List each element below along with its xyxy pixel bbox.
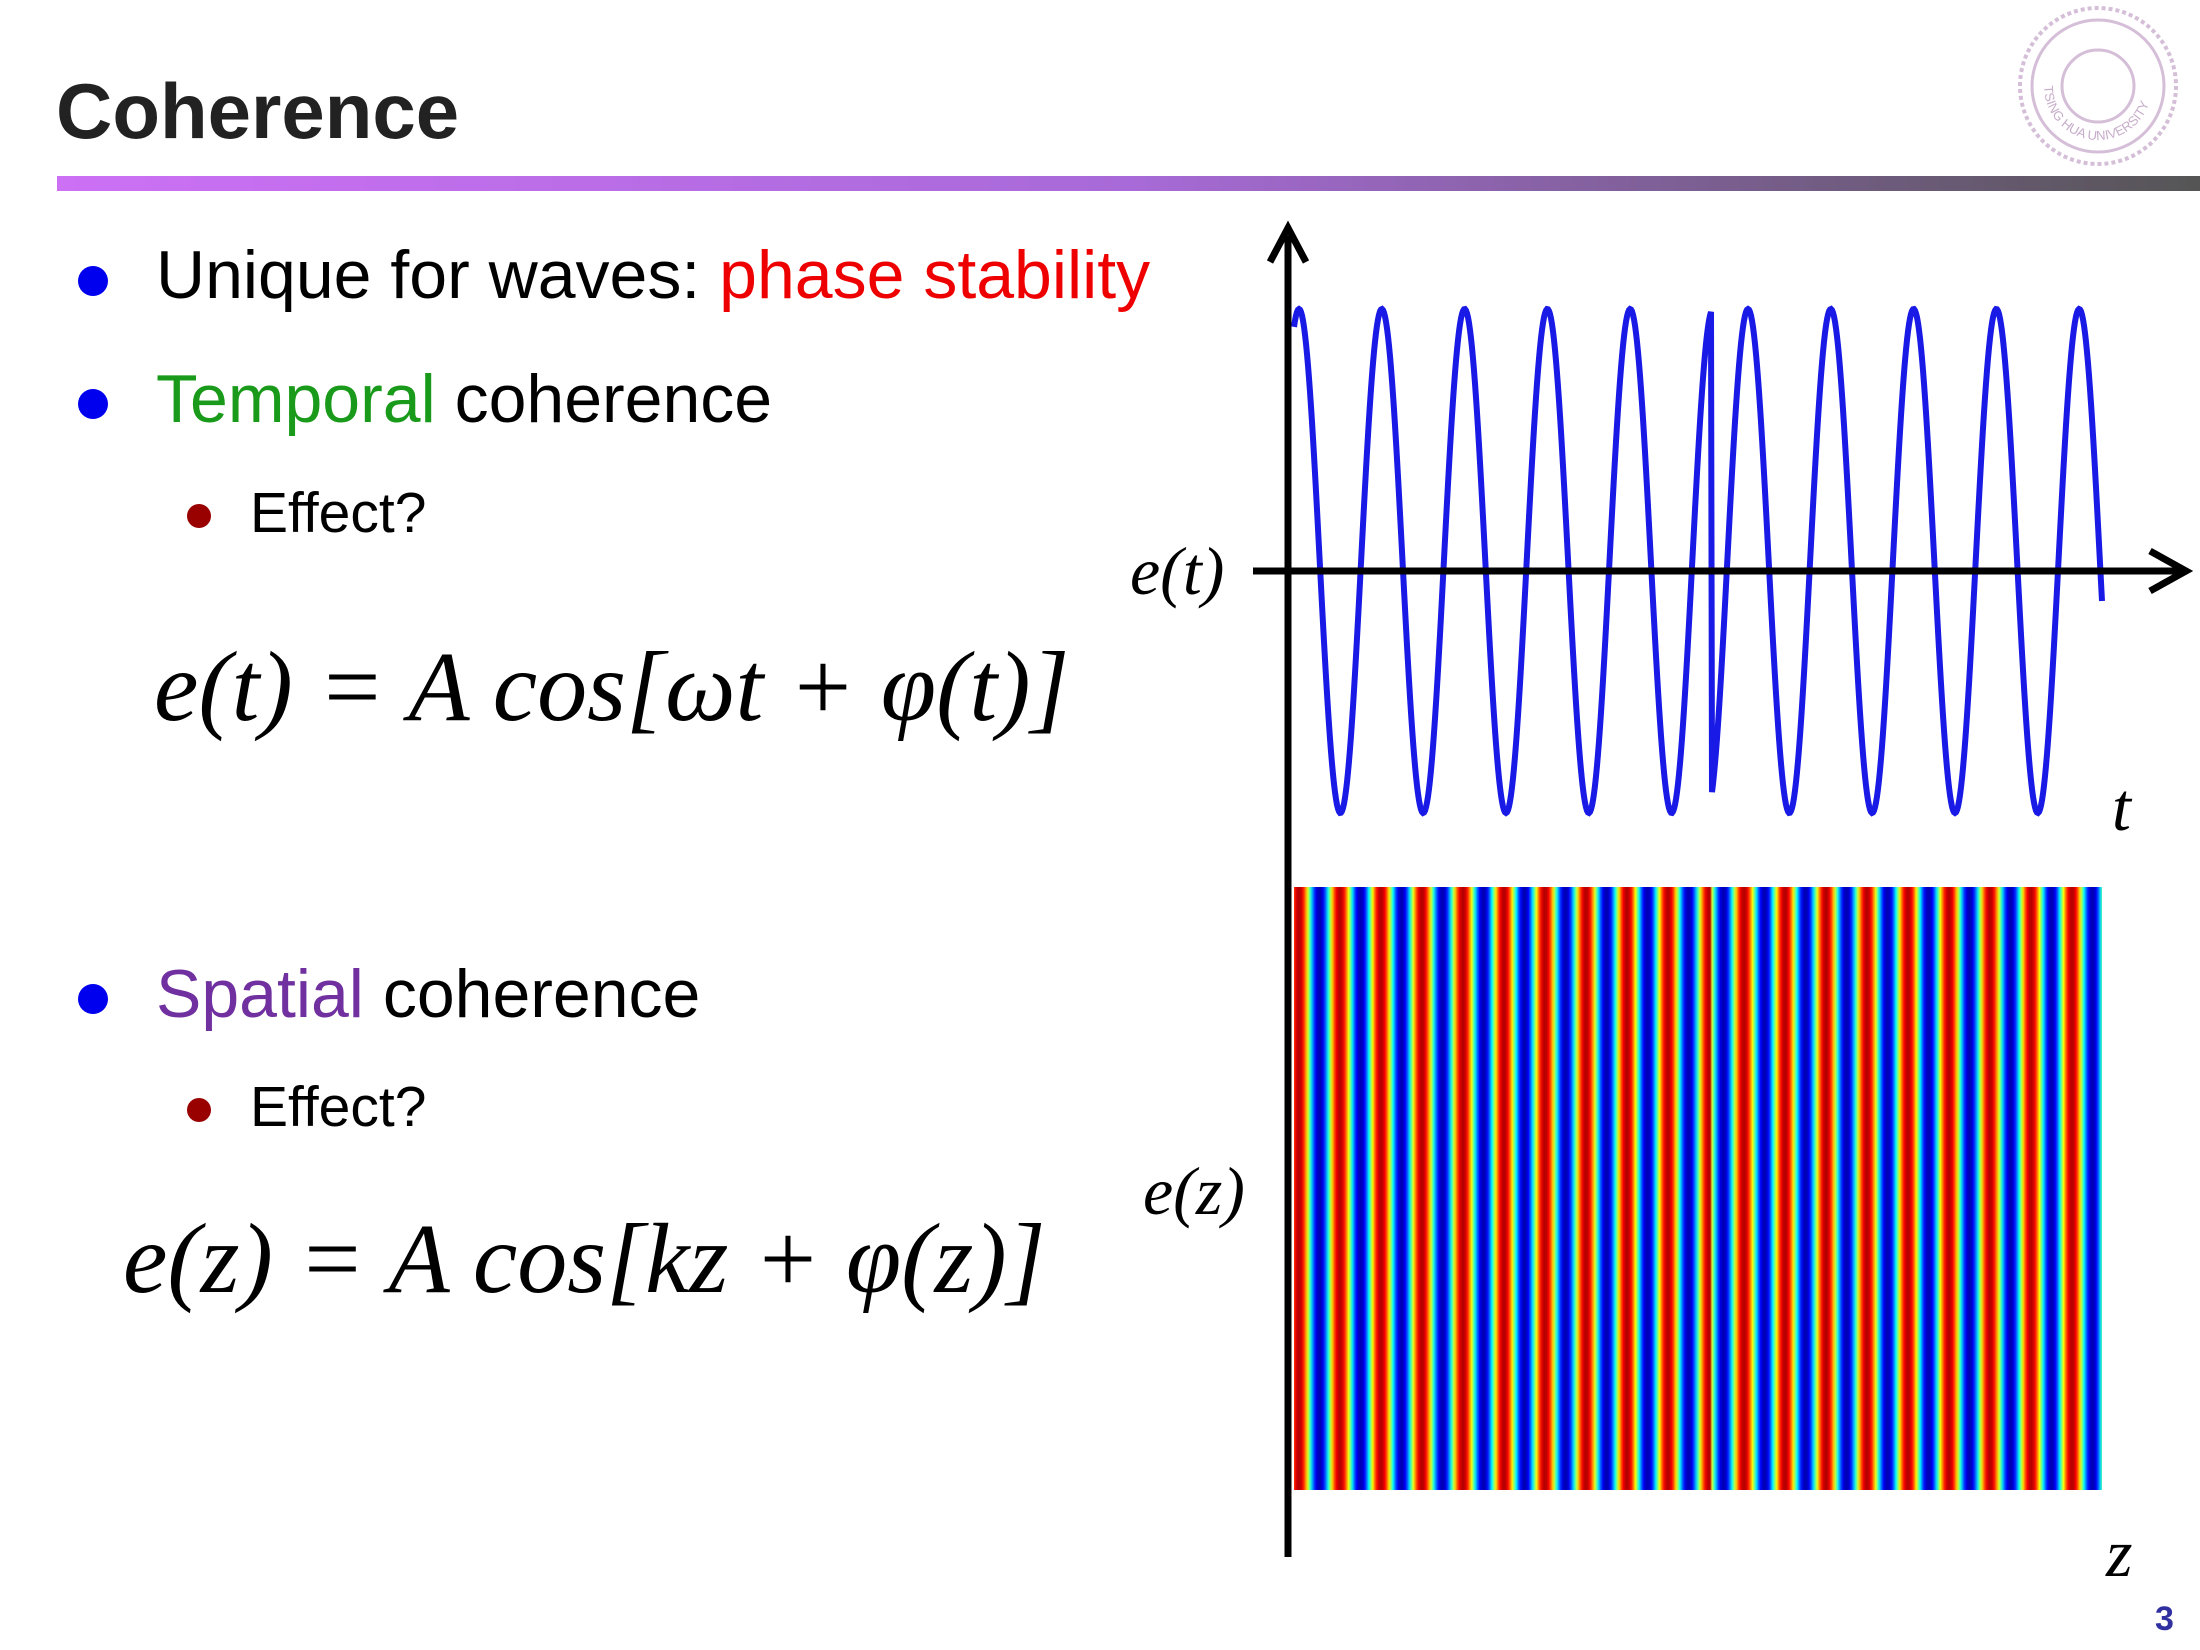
bullet: Temporal coherence bbox=[156, 361, 772, 437]
bullet: Unique for waves: phase stability bbox=[156, 237, 1150, 313]
temporal-wave bbox=[1291, 305, 2105, 817]
equation: e(z) = A cos[kz + φ(z)] bbox=[123, 1203, 1046, 1314]
figure: e(t) t e(z) z bbox=[1130, 220, 2194, 1591]
bullet-highlight: phase stability bbox=[719, 237, 1150, 313]
title-rule bbox=[57, 176, 2200, 191]
bullet-dot bbox=[78, 984, 108, 1014]
axis-label: e(z) bbox=[1143, 1153, 1245, 1229]
logo: TSING HUA UNIVERSITY bbox=[2018, 6, 2178, 166]
page-number: 3 bbox=[2155, 1600, 2174, 1638]
bullet-text: coherence bbox=[436, 361, 772, 437]
bullet-dot bbox=[78, 389, 108, 419]
logo-text: TSING HUA UNIVERSITY bbox=[2041, 85, 2152, 143]
axis-label: t bbox=[2112, 769, 2133, 845]
bullet-highlight: Spatial bbox=[156, 956, 364, 1032]
sub-bullet-dot bbox=[187, 1098, 211, 1122]
axis-label: z bbox=[2105, 1515, 2132, 1591]
slide-title: Coherence bbox=[56, 67, 459, 155]
axis-arrow bbox=[2148, 547, 2194, 595]
bullet-text: Unique for waves: bbox=[156, 237, 719, 313]
equation: e(t) = A cos[ωt + φ(t)] bbox=[154, 631, 1069, 742]
sub-bullet: Effect? bbox=[250, 1075, 426, 1139]
bullet-dot bbox=[78, 266, 108, 296]
sub-bullet: Effect? bbox=[250, 481, 426, 545]
bullet-highlight: Temporal bbox=[156, 361, 436, 437]
bullet: Spatial coherence bbox=[156, 956, 700, 1032]
bullet-text: coherence bbox=[364, 956, 700, 1032]
axis-label: e(t) bbox=[1130, 533, 1224, 609]
axis-arrow bbox=[1266, 220, 1310, 264]
sub-bullet-dot bbox=[187, 504, 211, 528]
spatial-pattern bbox=[1294, 887, 2102, 1490]
logo-text-path: TSING HUA UNIVERSITY bbox=[2041, 85, 2152, 143]
